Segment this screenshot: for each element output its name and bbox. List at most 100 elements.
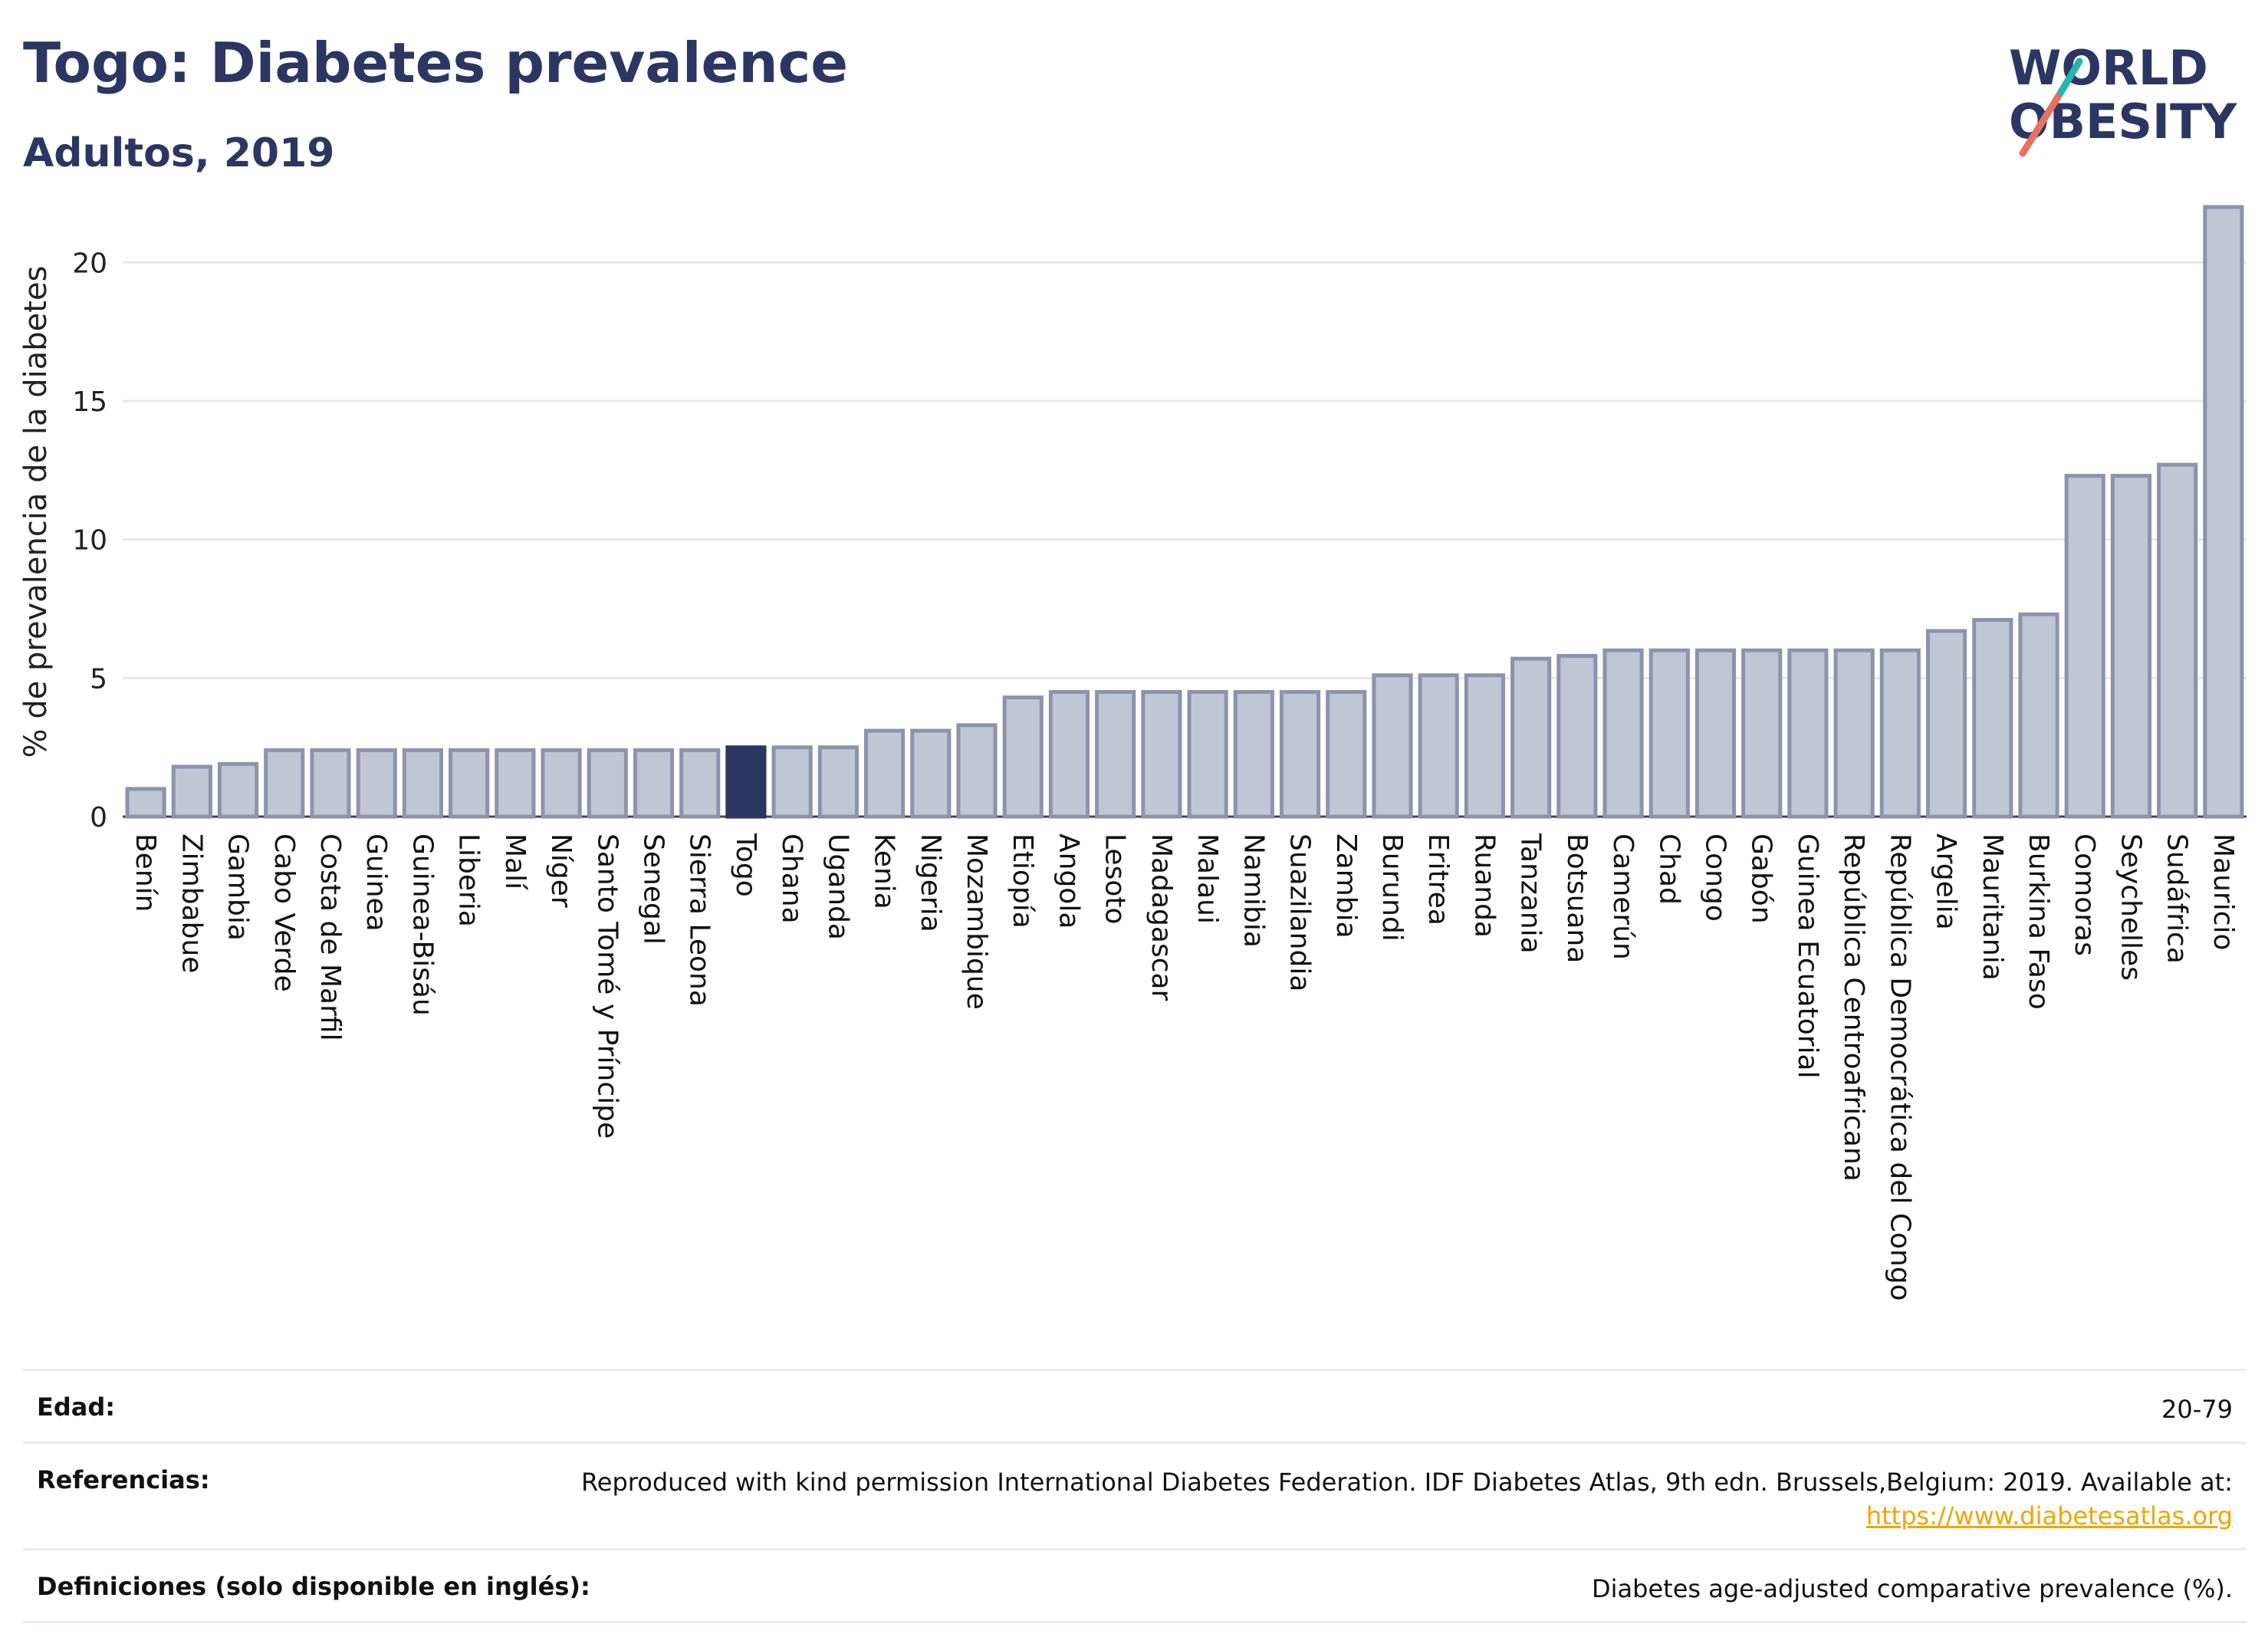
bar-sierra-leona[interactable] — [679, 748, 721, 819]
bar-guinea[interactable] — [356, 748, 397, 819]
logo-text-world: WORLD — [2009, 40, 2208, 96]
bar-gabón[interactable] — [1741, 648, 1783, 819]
info-row-references: Referencias: Reproduced with kind permis… — [23, 1442, 2247, 1548]
bar-togo[interactable] — [725, 745, 767, 819]
bar-comoras[interactable] — [2064, 474, 2105, 819]
x-tick-label: Etiopía — [1007, 833, 1038, 929]
bar-sudáfrica[interactable] — [2157, 462, 2198, 819]
logo-coral-slash — [2019, 88, 2065, 157]
info-value-age: 20-79 — [2161, 1395, 2233, 1424]
bar-seychelles[interactable] — [2110, 474, 2152, 819]
info-value-definitions: Diabetes age-adjusted comparative preval… — [1592, 1574, 2233, 1603]
x-tick-label: Argelia — [1931, 833, 1962, 930]
bar-etiopía[interactable] — [1002, 695, 1044, 819]
bar-burundi[interactable] — [1372, 673, 1413, 819]
bar-camerún[interactable] — [1602, 648, 1644, 819]
bar-suazilandia[interactable] — [1279, 689, 1321, 819]
bar-uganda[interactable] — [817, 745, 859, 819]
bar-república-centroafricana[interactable] — [1833, 648, 1875, 819]
x-tick-label: Santo Tomé y Príncipe — [591, 833, 623, 1139]
x-tick-label: Burkina Faso — [2023, 833, 2054, 1010]
bar-namibia[interactable] — [1233, 689, 1274, 819]
bar-botsuana[interactable] — [1556, 653, 1598, 819]
x-tick-label: Malí — [499, 833, 531, 890]
x-tick-label: Tanzania — [1515, 833, 1547, 954]
x-tick-label: Comoras — [2069, 833, 2100, 956]
bar-malaui[interactable] — [1187, 689, 1228, 819]
info-table: Edad: 20-79 Referencias: Reproduced with… — [23, 1369, 2247, 1623]
x-tick-label: Nigeria — [915, 833, 946, 932]
bar-gambia[interactable] — [217, 761, 259, 819]
x-tick-label: Mauritania — [1977, 833, 2008, 981]
x-tick-label: Zimbabue — [176, 833, 207, 973]
diabetesatlas-link[interactable]: https://www.diabetesatlas.org — [1865, 1501, 2233, 1530]
info-row-age: Edad: 20-79 — [23, 1369, 2247, 1442]
bar-argelia[interactable] — [1926, 629, 1967, 819]
bar-mauritania[interactable] — [1972, 617, 2013, 819]
bar-madagascar[interactable] — [1141, 689, 1182, 819]
bar-malí[interactable] — [495, 748, 536, 819]
bar-benín[interactable] — [125, 787, 166, 819]
info-key-age: Edad: — [37, 1392, 116, 1422]
x-tick-label: Mozambique — [961, 833, 992, 1010]
x-tick-label: Cabo Verde — [268, 833, 300, 992]
bar-cabo-verde[interactable] — [264, 748, 305, 819]
x-tick-label: República Democrática del Congo — [1884, 833, 1915, 1301]
x-tick-label: Gambia — [222, 833, 254, 941]
x-tick-label: Mauricio — [2207, 833, 2239, 951]
x-tick-label: Seychelles — [2115, 833, 2146, 981]
bar-nigeria[interactable] — [910, 728, 952, 819]
x-tick-label: Uganda — [822, 833, 853, 940]
bar-eritrea[interactable] — [1418, 673, 1459, 819]
x-tick-label: Ruanda — [1468, 833, 1500, 938]
x-tick-label: Senegal — [638, 833, 669, 945]
bar-burkina-faso[interactable] — [2018, 612, 2059, 819]
bar-tanzania[interactable] — [1510, 656, 1552, 819]
x-tick-label: Botsuana — [1561, 833, 1593, 963]
logo-text-obesity: OBESITY — [2009, 94, 2237, 150]
world-obesity-logo: WORLD OBESITY — [2009, 40, 2237, 157]
x-tick-labels: Benín Zimbabue Gambia Cabo Verde Costa de Ma… — [130, 833, 2239, 1301]
bar-mozambique[interactable] — [956, 723, 998, 819]
x-tick-label: Chad — [1653, 833, 1685, 905]
bar-zimbabue[interactable] — [171, 764, 212, 819]
bar-mauricio[interactable] — [2203, 205, 2244, 819]
info-value-references: Reproduced with kind permission Internat… — [580, 1468, 2233, 1497]
x-tick-label: República Centroafricana — [1838, 833, 1869, 1182]
x-tick-label: Guinea — [360, 833, 392, 932]
bar-guinea-bisáu[interactable] — [402, 748, 444, 819]
bar-lesoto[interactable] — [1095, 689, 1136, 819]
x-tick-label: Suazilandia — [1284, 833, 1316, 991]
bar-santo-tomé-y-príncipe[interactable] — [587, 748, 628, 819]
bar-liberia[interactable] — [449, 748, 490, 819]
bar-guinea-ecuatorial[interactable] — [1787, 648, 1829, 819]
info-row-definitions: Definiciones (solo disponible en inglés)… — [23, 1548, 2247, 1623]
bar-níger[interactable] — [541, 748, 582, 819]
x-tick-label: Madagascar — [1146, 833, 1177, 1001]
x-tick-label: Eritrea — [1422, 833, 1454, 925]
bar-kenia[interactable] — [864, 728, 906, 819]
bar-ruanda[interactable] — [1464, 673, 1505, 819]
bar-zambia[interactable] — [1326, 689, 1367, 819]
x-tick-label: Liberia — [453, 833, 485, 927]
bar-angola[interactable] — [1048, 689, 1090, 819]
x-tick-label: Zambia — [1330, 833, 1362, 939]
x-tick-label: Guinea-Bisáu — [406, 833, 438, 1016]
info-key-references: Referencias: — [37, 1465, 210, 1494]
bar-costa-de-marfil[interactable] — [310, 748, 351, 819]
bar-ghana[interactable] — [771, 745, 813, 819]
bar-senegal[interactable] — [633, 748, 675, 819]
chart-subtitle: Adultos, 2019 — [23, 130, 335, 176]
x-tick-label: Costa de Marfil — [314, 833, 346, 1041]
x-tick-label: Gabón — [1746, 833, 1777, 924]
logo-teal-slash — [2057, 58, 2083, 96]
bar-chad[interactable] — [1648, 648, 1690, 819]
bar-república-democrática-del-congo[interactable] — [1879, 648, 1921, 819]
y-tick-label: 15 — [72, 386, 107, 418]
bar-chart: 0 5 10 15 20 Benín Zimbabue Gambia Cabo Verde Co… — [18, 205, 2247, 1301]
bar-congo[interactable] — [1694, 648, 1737, 819]
x-tick-label: Guinea Ecuatorial — [1792, 833, 1823, 1079]
bars — [125, 205, 2244, 819]
info-value-references-block: Reproduced with kind permission Internat… — [581, 1465, 2233, 1533]
x-tick-label: Sierra Leona — [684, 833, 715, 1007]
